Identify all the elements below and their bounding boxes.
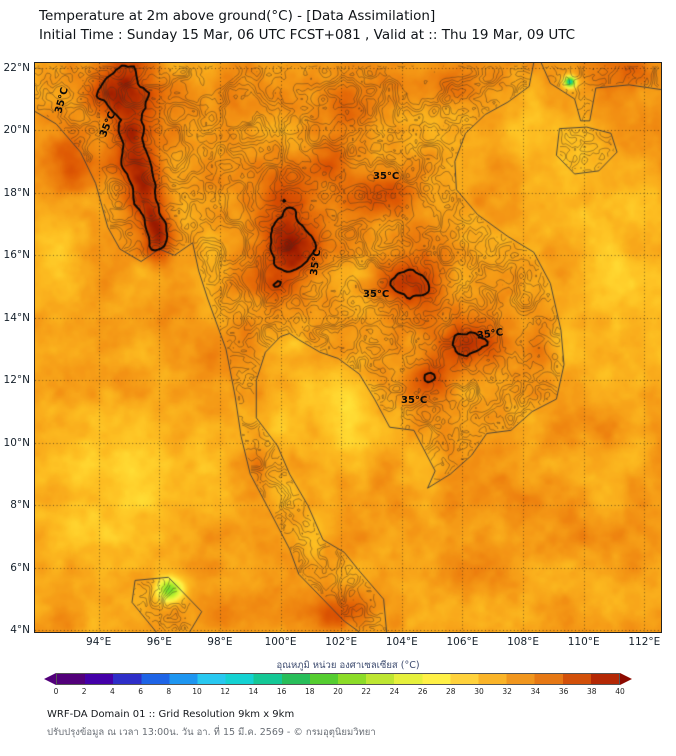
footer-update-info: ปรับปรุงข้อมูล ณ เวลา 13:00น. วัน อา. ที…	[47, 727, 376, 738]
colorbar-scale: 0 2 4 6 8 10 12 14 16 18 20 22 24 26 28 30 32 34 36 38 40	[53, 687, 625, 697]
colorbar-tick-label: 38	[587, 687, 597, 696]
footer-domain-info: WRF-DA Domain 01 :: Grid Resolution 9km …	[47, 709, 295, 720]
colorbar-tick-label: 36	[558, 687, 569, 696]
x-axis-label: 106°E	[446, 636, 479, 648]
colorbar-tick-label: 14	[248, 687, 259, 696]
latitude-axis: 22°N 20°N 18°N 16°N 14°N 12°N 10°N 8°N 6°N 4°N	[0, 61, 32, 637]
y-axis-label: 14°N	[3, 311, 30, 324]
colorbar-tick-label: 16	[276, 687, 287, 696]
x-axis-label: 108°E	[507, 636, 540, 648]
page-subtitle: Initial Time : Sunday 15 Mar, 06 UTC FCS…	[39, 27, 576, 43]
colorbar-tick-label: 32	[502, 687, 512, 696]
y-axis-label: 22°N	[3, 61, 30, 74]
colorbar-tick-label: 12	[220, 687, 230, 696]
x-axis-label: 98°E	[207, 636, 233, 648]
colorbar-tick-label: 26	[417, 687, 428, 696]
y-axis-label: 4°N	[10, 624, 30, 637]
x-axis-label: 96°E	[146, 636, 172, 648]
x-axis-label: 112°E	[628, 636, 661, 648]
figure-header: Temperature at 2m above ground(°C) - [Da…	[39, 7, 575, 45]
y-axis-label: 10°N	[3, 436, 30, 449]
colorbar-right-arrow	[620, 673, 632, 685]
temperature-colorbar	[44, 673, 632, 685]
colorbar-tick-label: 24	[389, 687, 400, 696]
colorbar-tick-label: 20	[333, 687, 343, 696]
colorbar-tick-label: 18	[305, 687, 315, 696]
colorbar-gradient	[56, 673, 620, 685]
colorbar-tick-label: 8	[166, 687, 172, 696]
longitude-axis: 94°E 96°E 98°E 100°E 102°E 104°E 106°E 108°E 110…	[35, 636, 661, 650]
colorbar-tick-label: 6	[138, 687, 143, 696]
y-axis-label: 18°N	[3, 186, 30, 199]
x-axis-label: 110°E	[567, 636, 600, 648]
x-axis-label: 104°E	[385, 636, 418, 648]
y-axis-label: 16°N	[3, 249, 30, 262]
page-title: Temperature at 2m above ground(°C) - [Da…	[39, 8, 436, 24]
colorbar-tick-label: 4	[110, 687, 115, 696]
colorbar-tick-label: 34	[530, 687, 541, 696]
colorbar-tick-label: 2	[81, 687, 87, 696]
colorbar-title: อุณหภูมิ หน่วย องศาเซลเซียส (°C)	[276, 660, 420, 671]
colorbar-tick-label: 10	[192, 687, 202, 696]
y-axis-label: 6°N	[10, 561, 30, 574]
map-plot: 35°C 35°C 35°C 35°C 35°C 35°C 35°C	[34, 62, 662, 633]
y-axis-label: 8°N	[10, 499, 30, 512]
colorbar-tick-label: 40	[615, 687, 625, 696]
x-axis-label: 100°E	[264, 636, 297, 648]
temperature-map-canvas	[35, 63, 661, 632]
y-axis-label: 20°N	[3, 124, 30, 137]
y-axis-label: 12°N	[3, 374, 30, 387]
x-axis-label: 94°E	[86, 636, 112, 648]
colorbar-tick-label: 28	[446, 687, 456, 696]
colorbar-tick-label: 0	[53, 687, 59, 696]
colorbar-left-arrow	[44, 673, 56, 685]
x-axis-label: 102°E	[325, 636, 358, 648]
colorbar-tick-label: 22	[361, 687, 371, 696]
colorbar-tick-label: 30	[474, 687, 484, 696]
